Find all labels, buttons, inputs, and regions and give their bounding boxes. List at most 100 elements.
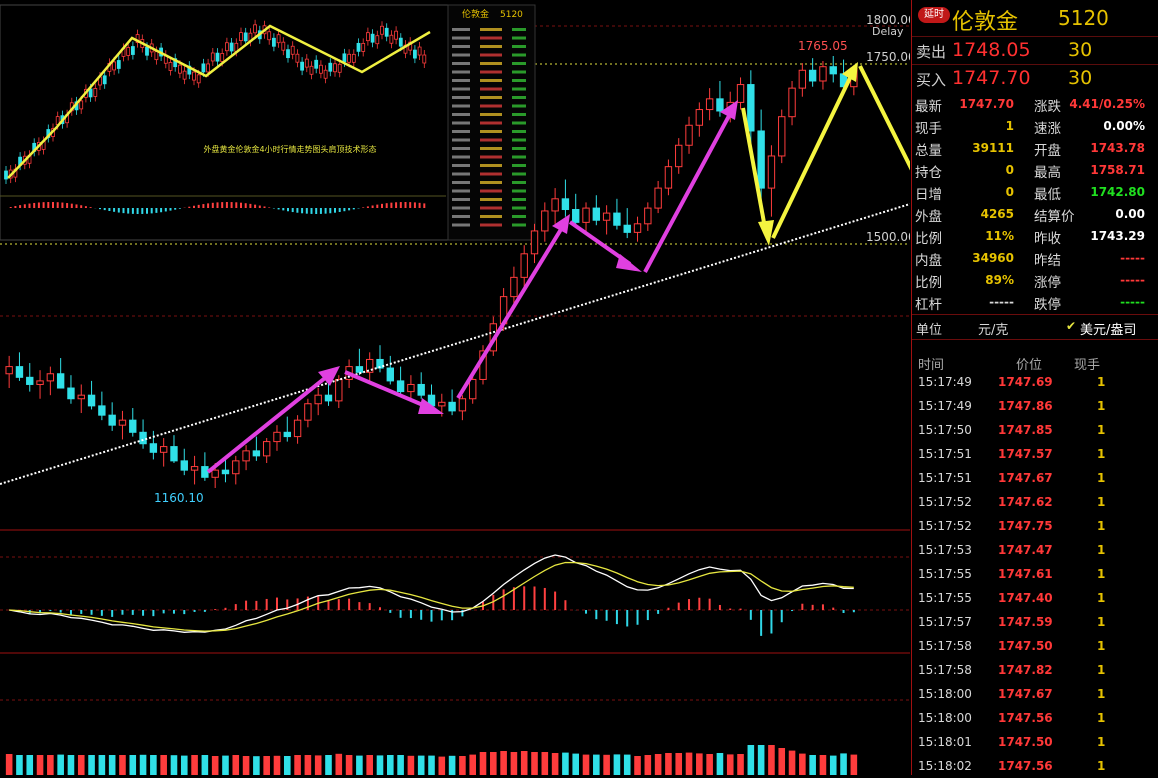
candle-body [262,441,271,457]
inset-candle [201,63,206,73]
tick-row: 15:17:52 1747.62 1 [912,490,1158,514]
sell-label: 卖出 [916,43,947,61]
trend-line [0,203,910,485]
inset-table-cell [480,189,502,193]
candle [613,198,621,230]
inset-table-cell [512,206,526,210]
inset-table-cell [512,87,526,91]
quote-label: 昨结 [1034,253,1061,269]
tick-volume: 1 [1097,663,1106,677]
candle [448,389,456,416]
tick-volume: 1 [1097,591,1106,605]
inset-table-cell [480,28,502,31]
inset-table-cell [512,164,526,167]
sell-row[interactable]: 卖出 1748.05 30 [912,36,1158,63]
inset-table-cell [452,155,470,159]
candle [252,436,261,461]
tick-volume: 1 [1097,639,1106,653]
quote-value: 34960 [972,251,1014,265]
quote-label: 内盘 [915,253,942,269]
inset-candle [300,61,305,71]
quote-label: 比例 [915,231,942,247]
candle [778,109,786,164]
quote-value: 1743.78 [1090,141,1145,155]
candle-body [365,358,374,373]
candle-body [355,366,364,373]
tick-volume: 1 [1097,735,1106,749]
inset-symbol: 伦敦金 [462,8,489,20]
inset-table-cell [480,87,502,91]
unit-cny-option[interactable]: 元/克 [978,323,1009,338]
candle [149,430,158,460]
candle-body [396,380,405,393]
check-icon: ✔ [1066,319,1077,333]
volume-bar [325,755,332,775]
candle [201,452,209,481]
buy-volume: 30 [1068,67,1093,89]
quote-label: 现手 [915,121,942,137]
tick-price: 1747.59 [998,615,1053,629]
candle [510,266,518,306]
tick-price: 1747.86 [998,399,1053,413]
inset-table-cell [512,130,526,133]
inset-candle [267,31,272,41]
volume-bar [623,754,631,775]
candle-body [232,460,240,475]
quote-value: 11% [985,229,1014,243]
tick-price: 1747.56 [998,711,1053,725]
candle-body [87,394,96,407]
tick-price: 1747.61 [998,567,1053,581]
delay-badge: 延时 [918,7,950,23]
candle [551,188,559,224]
tick-volume: 1 [1097,495,1106,509]
volume-bar [263,756,270,775]
sell-price: 1748.05 [952,39,1031,61]
inset-table-cell [512,138,526,142]
inset-table-cell [452,113,470,116]
candle-body [386,367,394,382]
candle [685,116,693,154]
candle [736,77,745,110]
quote-table: 最新 1747.70 涨跌 4.41/0.25% 现手 1 速涨 0.00% 总量 39111 开盘… [912,92,1158,313]
inset-table-cell [452,121,470,125]
inset-candle [309,65,314,75]
inset-candle [206,63,211,73]
candle [46,366,55,396]
volume-bar [582,754,590,775]
quote-label: 最高 [1034,165,1061,181]
unit-usd-option[interactable]: 美元/盎司 [1080,323,1137,338]
macd-histogram [18,586,855,636]
tick-list[interactable]: 15:17:49 1747.69 1 15:17:49 1747.86 1 15:17:50… [912,370,1158,778]
tick-volume: 1 [1097,687,1106,701]
inset-candle [314,59,319,69]
volume-bar [67,755,75,775]
candle-body [242,450,250,462]
tick-time: 15:18:00 [918,687,972,701]
delay-label: Delay [872,25,904,38]
candle [118,410,127,440]
volume-bar [551,753,559,775]
volume-bar [356,755,363,775]
tick-time: 15:17:50 [918,423,972,437]
candle-body [139,431,147,445]
tick-price: 1747.50 [998,735,1053,749]
volume-bar [428,755,435,775]
candle-body [654,187,662,209]
inset-table-cell [452,104,470,108]
candle-body [56,373,65,389]
volume-bars [5,745,858,775]
tick-volume: 1 [1097,519,1106,533]
inset-table-cell [480,206,502,210]
inset-table-cell [452,53,470,57]
inset-candle [318,64,323,74]
tick-volume: 1 [1097,471,1106,485]
inset-candle [154,51,159,61]
inset-table-cell [512,36,526,40]
candle-body [829,66,837,75]
buy-row[interactable]: 买入 1747.70 30 [912,64,1158,91]
quote-label: 外盘 [915,209,942,225]
quote-row: 持仓 0 最高 1758.71 [912,158,1158,181]
inset-table-cell [452,70,470,74]
inset-candle [295,53,300,63]
volume-bar [366,755,373,775]
